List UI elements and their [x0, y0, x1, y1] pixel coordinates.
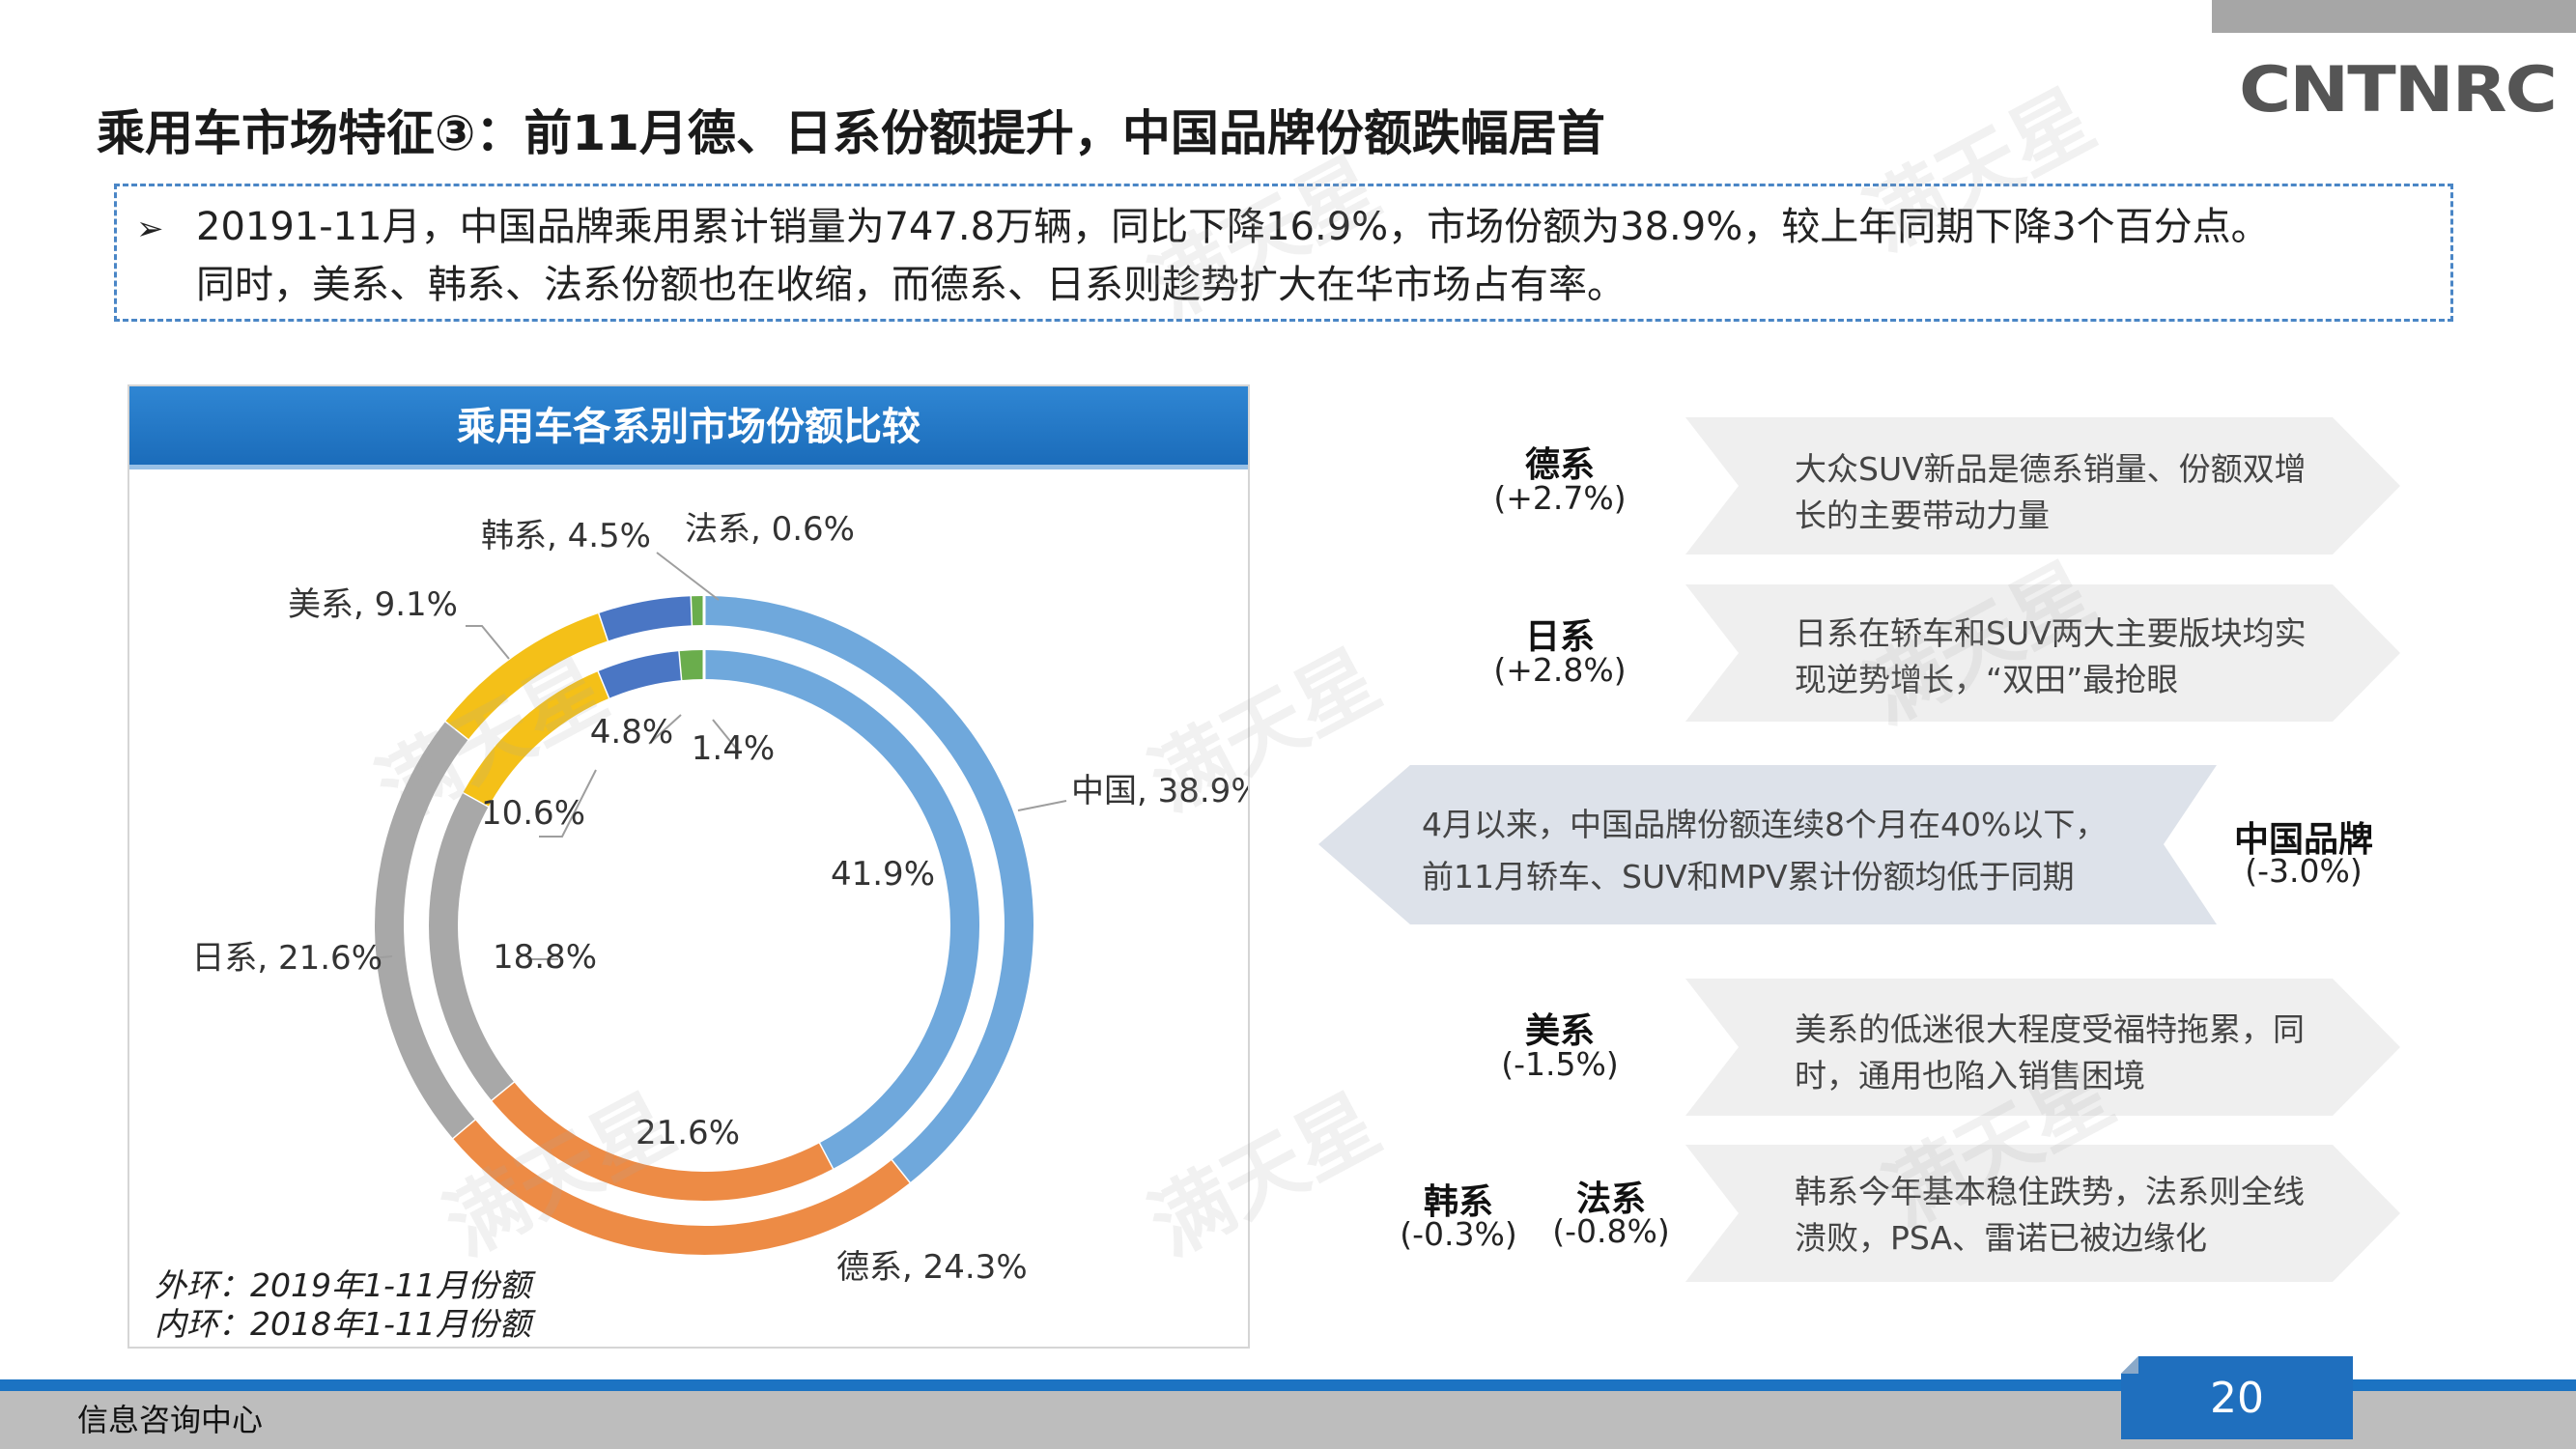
top-decoration-bar	[2212, 0, 2576, 33]
chart-panel: 乘用车各系别市场份额比较 中国, 38.9% 德系, 24.3% 日系, 21.6%…	[127, 384, 1250, 1349]
outer-label-german: 德系, 24.3%	[836, 1248, 1028, 1287]
summary-box: ➢ 20191-11月，中国品牌乘用累计销量为747.8万辆，同比下降16.9%…	[114, 184, 2453, 322]
commentary-text-american-1: 美系的低迷很大程度受福特拖累，同	[1795, 1010, 2305, 1048]
leader-line	[712, 719, 739, 752]
footer-blue-line	[0, 1379, 2576, 1391]
leader-line	[466, 625, 510, 660]
inner-label-china: 41.9%	[831, 855, 935, 894]
inner-label-french: 1.4%	[692, 729, 775, 768]
category-change-korean: (-0.3%)	[1400, 1215, 1517, 1253]
commentary-arrow-japanese	[1685, 584, 2400, 722]
commentary-text-german-1: 大众SUV新品是德系销量、份额双增	[1795, 450, 2307, 488]
category-change-german: (+2.7%)	[1493, 479, 1627, 517]
category-name-american: 美系	[1524, 1011, 1595, 1051]
inner-label-american: 10.6%	[481, 794, 585, 833]
outer-label-american: 美系, 9.1%	[288, 585, 458, 624]
category-name-french: 法系	[1575, 1179, 1646, 1219]
inner-slice-american	[463, 670, 610, 807]
inner-slice-french	[679, 650, 705, 681]
donut-chart: 中国, 38.9% 德系, 24.3% 日系, 21.6% 美系, 9.1% 韩系, 4…	[191, 510, 1248, 1287]
inner-slice-china	[703, 650, 979, 1170]
category-name-korean: 韩系	[1423, 1182, 1493, 1222]
summary-line-2: 同时，美系、韩系、法系份额也在收缩，而德系、日系则趁势扩大在华市场占有率。	[196, 263, 1626, 307]
category-change-chinese: (-3.0%)	[2245, 852, 2363, 890]
outer-slice-korean	[599, 596, 694, 641]
category-name-chinese: 中国品牌	[2233, 820, 2373, 860]
outer-slice-china	[703, 596, 1033, 1183]
commentary-text-chinese-1: 4月以来，中国品牌份额连续8个月在40%以下，	[1422, 806, 2108, 843]
leader-line	[539, 769, 597, 838]
inner-ring-note: 内环：2018年1-11月份额	[155, 1305, 531, 1343]
data-labels: 中国, 38.9% 德系, 24.3% 日系, 21.6% 美系, 9.1% 韩系, 4…	[191, 510, 1248, 1287]
page-title: 乘用车市场特征③：前11月德、日系份额提升，中国品牌份额跌幅居首	[97, 105, 1605, 161]
commentary-arrow-chinese	[1318, 765, 2217, 924]
commentary-text-korean-french-2: 溃败，PSA、雷诺已被边缘化	[1795, 1219, 2208, 1257]
commentary-arrow-korean-french	[1685, 1145, 2400, 1282]
chart-title: 乘用车各系别市场份额比较	[457, 405, 920, 449]
outer-ring-note: 外环：2019年1-11月份额	[155, 1266, 531, 1304]
commentary-arrow-german	[1685, 417, 2400, 554]
commentary-text-chinese-2: 前11月轿车、SUV和MPV累计份额均低于同期	[1422, 858, 2075, 895]
category-name-german: 德系	[1524, 445, 1595, 485]
inner-label-japanese: 18.8%	[493, 938, 597, 977]
outer-label-japanese: 日系, 21.6%	[191, 939, 382, 978]
leader-line	[372, 955, 393, 959]
commentary-text-japanese-2: 现逆势增长，“双田”最抢眼	[1795, 661, 2179, 698]
outer-slice-separator	[443, 719, 470, 741]
leader-lines	[372, 552, 1067, 960]
leader-line	[648, 714, 682, 745]
commentary-text-american-2: 时，通用也陷入销售困境	[1795, 1057, 2145, 1094]
commentary-arrow-american	[1685, 979, 2400, 1116]
category-name-japanese: 日系	[1524, 617, 1595, 657]
outer-label-korean: 韩系, 4.5%	[481, 517, 651, 555]
inner-label-korean: 4.8%	[590, 713, 673, 752]
footer-label: 信息咨询中心	[77, 1402, 264, 1438]
page-number-tab	[2121, 1356, 2353, 1439]
outer-slice-german	[452, 1119, 910, 1255]
catarc-logo: CNTNRC	[2239, 53, 2558, 128]
inner-label-german: 21.6%	[636, 1114, 740, 1152]
commentary-text-japanese-1: 日系在轿车和SUV两大主要版块均实	[1795, 614, 2307, 652]
chart-header: 乘用车各系别市场份额比较	[129, 386, 1248, 469]
inner-slice-korean	[598, 651, 683, 698]
category-change-french: (-0.8%)	[1552, 1212, 1670, 1250]
commentary-text-german-2: 长的主要带动力量	[1795, 497, 2050, 534]
inner-slice-separator	[462, 790, 491, 809]
inner-slice-japanese	[429, 791, 514, 1100]
commentary-text-korean-french-1: 韩系今年基本稳住跌势，法系则全线	[1795, 1173, 2305, 1210]
outer-label-china: 中国, 38.9%	[1071, 772, 1248, 810]
bullet-arrow-icon: ➢	[136, 210, 164, 248]
inner-slice-german	[491, 1081, 833, 1201]
summary-line-1: 20191-11月，中国品牌乘用累计销量为747.8万辆，同比下降16.9%，市…	[196, 205, 2270, 249]
outer-slice-american	[445, 612, 609, 740]
inner-slice-separator	[489, 1079, 516, 1102]
outer-label-french: 法系, 0.6%	[685, 510, 855, 549]
leader-line	[656, 552, 720, 601]
outer-slice-japanese	[375, 721, 475, 1139]
leader-line	[1017, 800, 1067, 811]
outer-ring-2019	[375, 595, 1033, 1255]
inner-ring-2018	[429, 649, 979, 1201]
category-change-american: (-1.5%)	[1501, 1045, 1619, 1083]
category-change-japanese: (+2.8%)	[1493, 651, 1627, 689]
page-number: 20	[2210, 1374, 2264, 1423]
